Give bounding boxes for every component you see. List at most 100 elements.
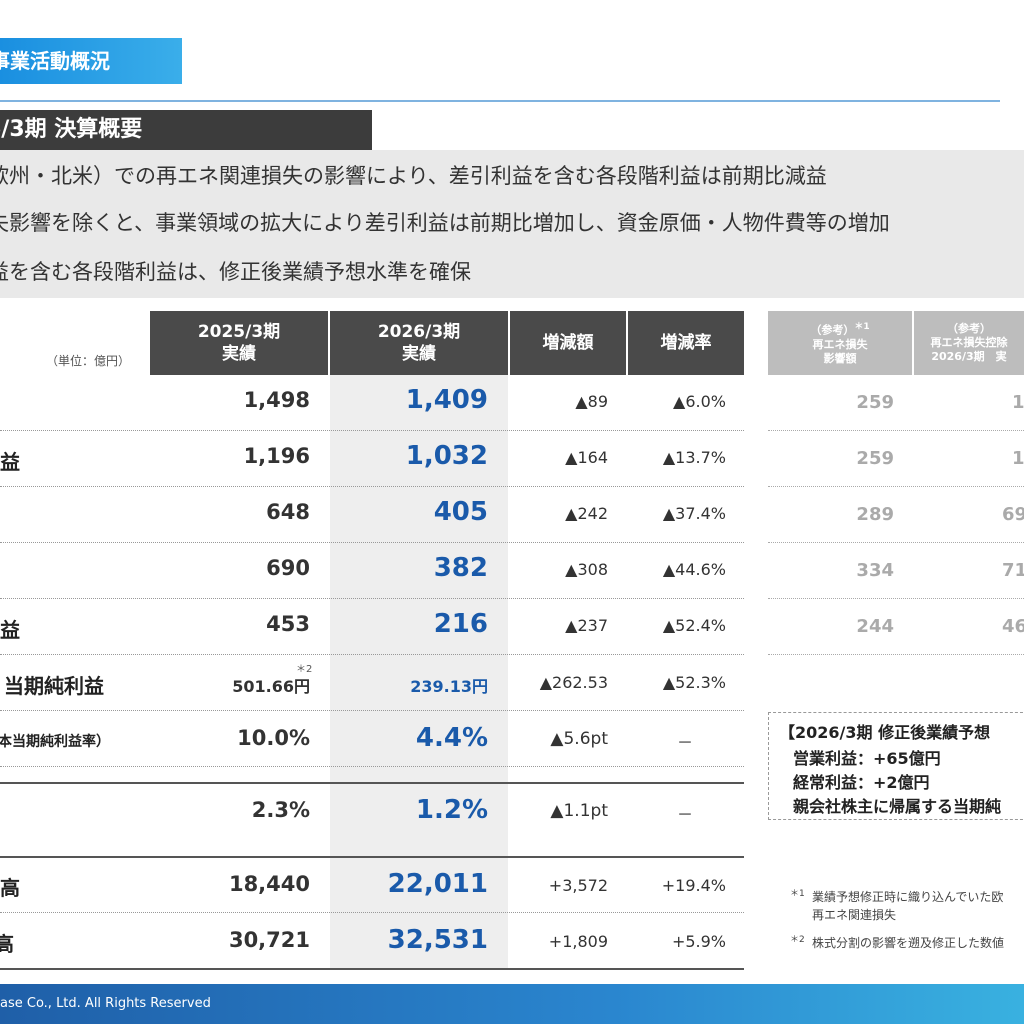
table-cell-diff: +1,809 bbox=[548, 932, 608, 951]
table-cell-diff: ▲89 bbox=[575, 392, 608, 411]
table-cell-prev: 2.3% bbox=[251, 798, 310, 822]
table-cell-prev: 648 bbox=[266, 500, 310, 524]
table-cell-prev: 30,721 bbox=[228, 928, 310, 952]
unit-label: （単位：億円） bbox=[46, 354, 131, 368]
ref-cell-impact: 259 bbox=[856, 448, 894, 469]
ref-cell-impact: 289 bbox=[856, 504, 894, 525]
ref-header-adjusted: （参考） 再エネ損失控除 2026/3期 実 bbox=[914, 311, 1024, 375]
table-cell-prev: 453 bbox=[266, 612, 310, 636]
row-label-roe: 本当期純利益率） bbox=[0, 734, 110, 750]
footnote-text: 業績予想修正時に織り込んでいた欧 bbox=[812, 890, 1004, 904]
table-cell-prev: 1,196 bbox=[243, 444, 310, 468]
footnote-mark: ＊2 bbox=[790, 935, 805, 945]
copyright-text: ease Co., Ltd. All Rights Reserved bbox=[0, 996, 211, 1011]
ref-row-divider bbox=[768, 598, 1024, 599]
row-label: 高 bbox=[0, 932, 14, 956]
table-cell-rate: ▲13.7% bbox=[662, 448, 726, 467]
row-divider bbox=[0, 710, 744, 711]
table-cell-diff: ▲308 bbox=[565, 560, 608, 579]
table-cell-rate: ▲52.4% bbox=[662, 616, 726, 635]
row-divider bbox=[0, 766, 744, 767]
header-divider bbox=[0, 100, 1000, 102]
table-cell-curr: 4.4% bbox=[415, 723, 488, 753]
revised-forecast-title: 【2026/3期 修正後業績予想 bbox=[779, 723, 991, 742]
col-header-rate: 増減率 bbox=[628, 311, 744, 375]
table-cell-rate: － bbox=[676, 733, 693, 752]
footnote-text: 株式分割の影響を遡及修正した数値 bbox=[812, 936, 1005, 950]
row-divider bbox=[0, 598, 744, 599]
row-divider bbox=[0, 542, 744, 543]
summary-line-1: 欧州・北米）での再エネ関連損失の影響により、差引利益を含む各段階利益は前期比減益 bbox=[0, 164, 827, 188]
table-cell-rate: ▲6.0% bbox=[673, 392, 726, 411]
row-label: 高 bbox=[0, 876, 20, 900]
row-label: 益 bbox=[0, 450, 20, 474]
table-cell-curr: 239.13円 bbox=[410, 677, 488, 696]
revised-forecast-line: 経常利益：+2億円 bbox=[793, 773, 930, 792]
footnote-mark: ＊1 bbox=[790, 889, 805, 899]
row-divider bbox=[0, 912, 744, 913]
ref-cell-adjusted: 1,29 bbox=[1012, 448, 1024, 469]
ref-cell-impact: 259 bbox=[856, 392, 894, 413]
row-label: 益 bbox=[0, 618, 20, 642]
ref-row-divider bbox=[768, 542, 1024, 543]
table-cell-rate: +19.4% bbox=[661, 876, 726, 895]
summary-line-3: 益を含む各段階利益は、修正後業績予想水準を確保 bbox=[0, 260, 471, 284]
page-title: 6/3期 決算概要 bbox=[0, 110, 372, 150]
table-cell-rate: ▲44.6% bbox=[662, 560, 726, 579]
ref-cell-impact: 334 bbox=[856, 560, 894, 581]
footnote-text: 再エネ関連損失 bbox=[812, 908, 897, 922]
row-divider bbox=[0, 486, 744, 487]
ref-row-divider bbox=[768, 430, 1024, 431]
table-cell-diff: ▲262.53 bbox=[539, 673, 608, 692]
ref-header-impact: （参考）＊1 再エネ損失 影響額 bbox=[768, 311, 912, 375]
table-cell-diff: +3,572 bbox=[548, 876, 608, 895]
revised-forecast-box: 【2026/3期 修正後業績予想 営業利益：+65億円 経常利益：+2億円 親会… bbox=[768, 712, 1024, 820]
table-cell-rate: +5.9% bbox=[671, 932, 726, 951]
table-cell-curr: 1,409 bbox=[405, 385, 488, 415]
table-cell-curr: 1.2% bbox=[415, 795, 488, 825]
col-header-2025: 2025/3期 実績 bbox=[150, 311, 328, 375]
col-header-2026: 2026/3期 実績 bbox=[330, 311, 508, 375]
table-cell-curr: 22,011 bbox=[387, 869, 488, 899]
table-cell-diff: ▲1.1pt bbox=[550, 801, 608, 821]
current-year-column-bg bbox=[330, 375, 508, 969]
section-tab: 事業活動概況 bbox=[0, 38, 182, 84]
table-cell-curr: 382 bbox=[433, 553, 488, 583]
table-cell-prev: 18,440 bbox=[228, 872, 310, 896]
row-label-eps: 当期純利益 bbox=[4, 674, 104, 698]
table-cell-prev: 690 bbox=[266, 556, 310, 580]
section-divider bbox=[0, 856, 744, 858]
table-cell-diff: ▲5.6pt bbox=[550, 729, 608, 749]
revised-forecast-line: 営業利益：+65億円 bbox=[793, 749, 941, 768]
ref-cell-adjusted: 69 bbox=[1002, 504, 1024, 525]
summary-line-2: 失影響を除くと、事業領域の拡大により差引利益は前期比増加し、資金原価・人物件費等… bbox=[0, 211, 890, 235]
table-cell-diff: ▲242 bbox=[565, 504, 608, 523]
section-divider bbox=[0, 782, 744, 784]
summary-box: 欧州・北米）での再エネ関連損失の影響により、差引利益を含む各段階利益は前期比減益… bbox=[0, 150, 1024, 298]
table-cell-diff: ▲164 bbox=[565, 448, 608, 467]
table-cell-diff: ▲237 bbox=[565, 616, 608, 635]
table-cell-curr: 405 bbox=[433, 497, 488, 527]
table-cell-curr: 32,531 bbox=[387, 925, 488, 955]
table-cell-prev: 10.0% bbox=[237, 726, 310, 750]
table-cell-prev: 1,498 bbox=[243, 388, 310, 412]
revised-forecast-line: 親会社株主に帰属する当期純 bbox=[793, 797, 1002, 816]
ref-cell-impact: 244 bbox=[856, 616, 894, 637]
col-header-diff: 増減額 bbox=[510, 311, 626, 375]
ref-row-divider bbox=[768, 486, 1024, 487]
table-cell-rate: ▲37.4% bbox=[662, 504, 726, 523]
ref-row-divider bbox=[768, 654, 1024, 655]
ref-cell-adjusted: 1,66 bbox=[1012, 392, 1024, 413]
row-divider bbox=[0, 654, 744, 655]
row-divider bbox=[0, 430, 744, 431]
table-cell-curr: 1,032 bbox=[405, 441, 488, 471]
ref-cell-adjusted: 71 bbox=[1002, 560, 1024, 581]
footer-bar: ease Co., Ltd. All Rights Reserved bbox=[0, 984, 1024, 1024]
footnote-mark: ＊2 bbox=[296, 664, 313, 675]
table-cell-rate: － bbox=[676, 805, 693, 824]
table-bottom-rule bbox=[0, 968, 744, 970]
ref-cell-adjusted: 46 bbox=[1002, 616, 1024, 637]
table-cell-curr: 216 bbox=[433, 609, 488, 639]
table-cell-rate: ▲52.3% bbox=[662, 673, 726, 692]
table-cell-prev: 501.66円 bbox=[232, 677, 310, 696]
